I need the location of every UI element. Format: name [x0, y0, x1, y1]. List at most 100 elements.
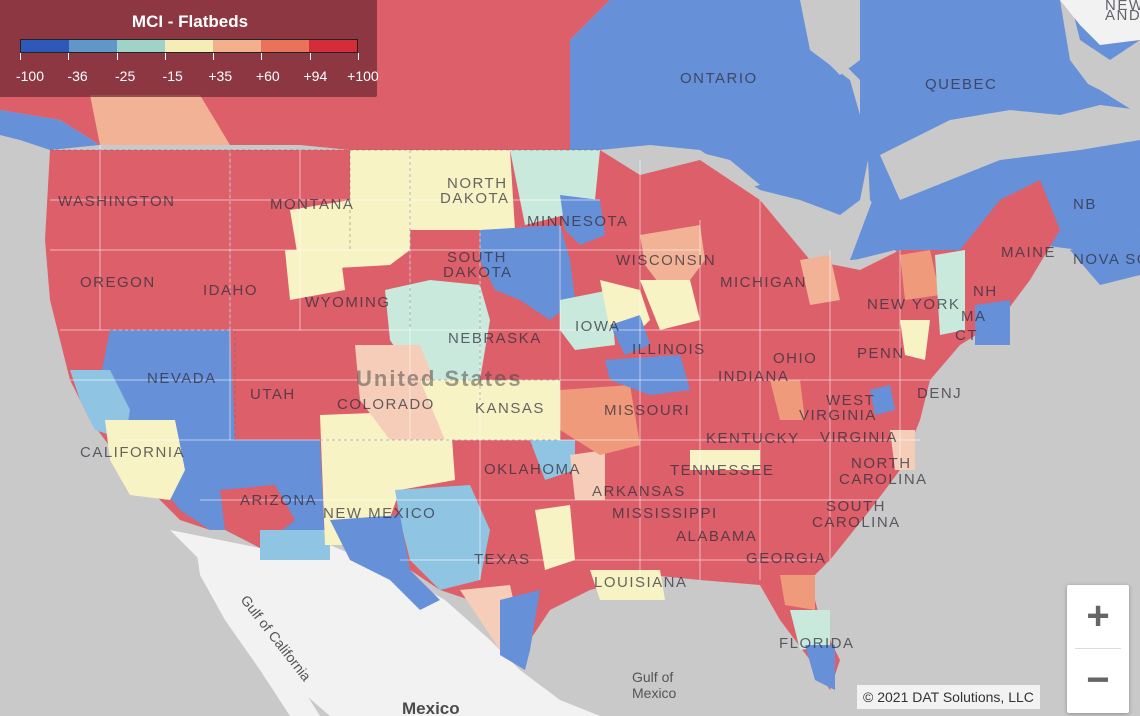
label-north-carolina-1: NORTH: [851, 455, 912, 472]
state-borders: [50, 149, 600, 441]
label-texas: TEXAS: [474, 551, 531, 568]
label-oklahoma: OKLAHOMA: [484, 461, 581, 478]
region-co-yellow: [320, 410, 455, 545]
region-fl-orange: [780, 575, 815, 610]
legend-label: -36: [67, 68, 88, 84]
region-bc-blue-coast: [0, 110, 100, 150]
label-arizona: ARIZONA: [240, 492, 317, 509]
label-indiana: INDIANA: [718, 368, 789, 385]
label-nb: NB: [1073, 196, 1097, 213]
label-georgia: GEORGIA: [746, 550, 827, 567]
region-nb: [1040, 165, 1140, 250]
label-washington: WASHINGTON: [58, 193, 176, 210]
label-newfoundland-2: AND: [1105, 7, 1140, 24]
label-north-dakota-2: DAKOTA: [440, 190, 510, 207]
label-north-carolina-2: CAROLINA: [839, 471, 928, 488]
legend-label: -25: [114, 68, 136, 84]
legend-color-bar: [20, 39, 358, 53]
region-nova-scotia: [1070, 230, 1140, 285]
label-north-dakota-1: NORTH: [447, 175, 508, 192]
region-bc-peach: [90, 95, 230, 145]
region-fl-teal: [790, 610, 830, 650]
label-louisiana: LOUISIANA: [594, 574, 688, 591]
legend-panel: MCI - Flatbeds -100 -36 -25 -15 +35 +60 +94 +10…: [0, 0, 379, 97]
label-mexico: Mexico: [402, 699, 460, 716]
region-ma-blue: [975, 300, 1010, 345]
label-new-mexico: NEW MEXICO: [323, 505, 436, 522]
zoom-in-button[interactable]: +: [1086, 593, 1110, 638]
legend-label: -100: [15, 68, 45, 84]
label-oregon: OREGON: [80, 274, 156, 291]
label-montana: MONTANA: [270, 196, 354, 213]
region-ontario-main: [570, 0, 870, 215]
legend-labels: -100 -36 -25 -15 +35 +60 +94 +100: [0, 68, 379, 88]
region-sd-blue: [480, 225, 575, 320]
region-ok-lightblue: [530, 440, 575, 480]
region-az-lightblue: [260, 530, 330, 560]
legend-swatch: [165, 40, 213, 52]
label-quebec: QUEBEC: [925, 76, 997, 93]
legend-tick: [213, 53, 215, 60]
legend-tick: [116, 53, 118, 60]
legend-swatch: [213, 40, 261, 52]
label-california: CALIFORNIA: [80, 444, 185, 461]
baja-land: [195, 540, 320, 716]
region-ny-peach: [900, 250, 940, 300]
legend-tick: [261, 53, 263, 60]
label-gulf-of-mexico-1: Gulf of: [632, 669, 673, 685]
region-ia-teal: [560, 290, 615, 350]
region-mo-peach: [560, 385, 640, 455]
label-gulf-of-mexico-2: Mexico: [632, 685, 677, 701]
zoom-divider: [1075, 648, 1121, 649]
label-nova-scotia: NOVA SC: [1073, 251, 1140, 268]
region-co-peach: [355, 345, 445, 440]
label-nebraska: NEBRASKA: [448, 330, 542, 347]
label-ct: CT: [955, 327, 978, 344]
region-tx-blue: [330, 515, 440, 610]
legend-label: +100: [347, 68, 379, 84]
label-ma: MA: [961, 308, 987, 325]
label-nh: NH: [973, 283, 998, 300]
label-newfoundland: NEW: [1105, 0, 1140, 14]
label-kansas: KANSAS: [475, 400, 545, 417]
legend-label: +94: [303, 68, 328, 84]
label-united-states: United States: [356, 366, 523, 391]
zoom-control: + −: [1067, 585, 1129, 713]
new-england-gray-top: [1060, 0, 1140, 45]
legend-tick: [309, 53, 311, 60]
label-tennessee: TENNESSEE: [670, 462, 774, 479]
region-borders: [50, 145, 930, 580]
label-penn: PENN: [857, 345, 905, 362]
label-arkansas: ARKANSAS: [592, 483, 686, 500]
region-fl-blue: [805, 645, 835, 690]
label-wyoming: WYOMING: [305, 294, 391, 311]
region-ok-lightpeach: [570, 450, 605, 500]
zoom-out-button[interactable]: −: [1086, 657, 1110, 702]
label-south-dakota-2: DAKOTA: [443, 264, 513, 281]
region-mt-yellow: [290, 150, 410, 270]
legend-tick: [164, 53, 166, 60]
legend-swatch: [21, 40, 69, 52]
legend-tick: [68, 53, 70, 60]
legend-swatch: [69, 40, 117, 52]
legend-swatch: [261, 40, 309, 52]
label-virginia: VIRGINIA: [820, 429, 898, 446]
legend-label: -15: [162, 68, 183, 84]
label-ohio: OHIO: [773, 350, 817, 367]
region-tx-blue-south: [500, 590, 540, 670]
legend-tick: [20, 53, 21, 60]
region-nd: [410, 150, 515, 230]
legend-label: +60: [255, 68, 280, 84]
label-minnesota: MINNESOTA: [527, 213, 629, 230]
label-alabama: ALABAMA: [676, 528, 757, 545]
region-va-peach: [770, 380, 805, 420]
label-idaho: IDAHO: [203, 282, 258, 299]
copyright-credit: © 2021 DAT Solutions, LLC: [857, 685, 1040, 709]
region-pa-yellow: [900, 320, 930, 360]
label-south-carolina-2: CAROLINA: [812, 514, 901, 531]
legend-title: MCI - Flatbeds: [131, 12, 249, 31]
region-mn-blue: [560, 195, 605, 245]
legend-swatch: [117, 40, 165, 52]
label-mississippi: MISSISSIPPI: [612, 505, 718, 522]
